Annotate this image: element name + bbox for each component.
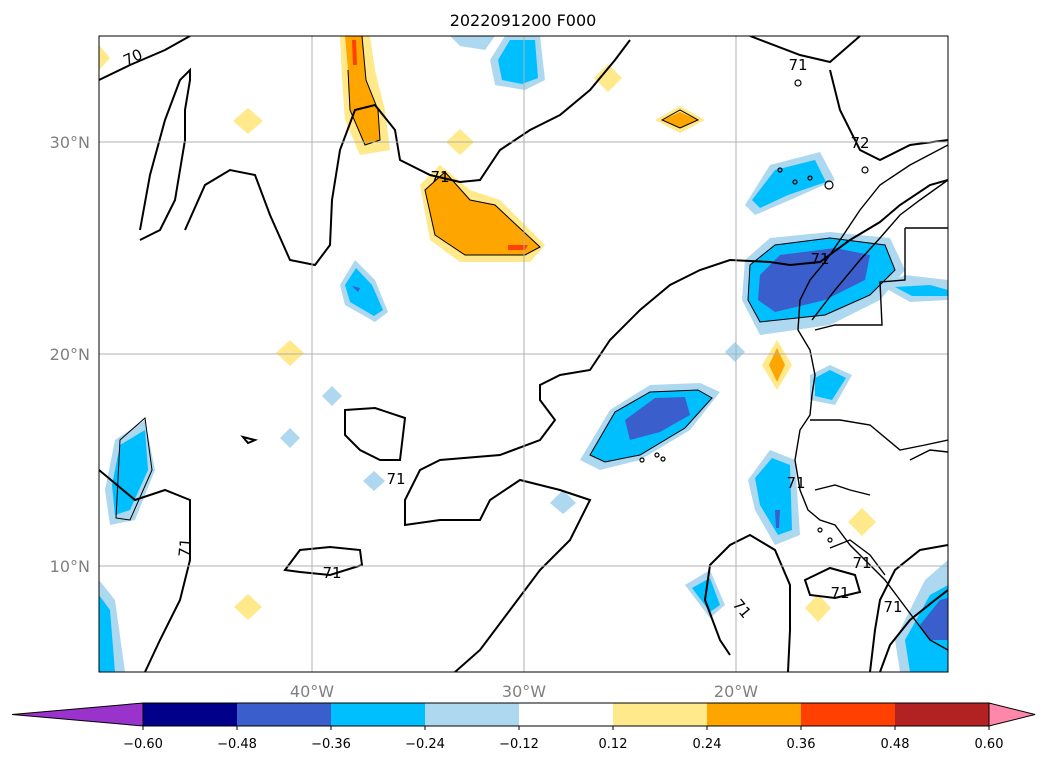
contour-label: 71 bbox=[852, 554, 871, 572]
colorbar-label: 0.36 bbox=[787, 737, 816, 752]
colorbar-extend-low bbox=[12, 703, 143, 726]
colorbar-label: −0.24 bbox=[405, 737, 445, 752]
lon-labels: 40°W 30°W 20°W bbox=[290, 682, 758, 701]
contour-label: 72 bbox=[850, 134, 869, 152]
lon-label-40w: 40°W bbox=[290, 682, 334, 701]
colorbar-label: 0.24 bbox=[693, 737, 722, 752]
map-title: 2022091200 F000 bbox=[450, 11, 597, 30]
colorbar-label: −0.60 bbox=[123, 737, 163, 752]
lat-label-20n: 20°N bbox=[50, 345, 90, 364]
colorbar-extend-high bbox=[989, 703, 1035, 726]
contour-label: 71 bbox=[786, 474, 805, 492]
colorbar-segment bbox=[143, 703, 237, 726]
lat-labels: 30°N 20°N 10°N bbox=[50, 133, 90, 576]
contour-label: 71 bbox=[810, 250, 829, 268]
contour-label: 71 bbox=[430, 168, 449, 186]
colorbar-segment bbox=[519, 703, 613, 726]
colorbar-segment bbox=[895, 703, 989, 726]
contour-label: 71 bbox=[729, 596, 755, 622]
gridlines bbox=[99, 36, 948, 672]
lat-label-10n: 10°N bbox=[50, 557, 90, 576]
lon-label-30w: 30°W bbox=[502, 682, 546, 701]
contour-label: 70 bbox=[120, 45, 145, 69]
colorbar: −0.60 −0.48 −0.36 −0.24 −0.12 0.12 0.24 0.36 0.4… bbox=[12, 703, 1035, 752]
colorbar-label: −0.36 bbox=[311, 737, 351, 752]
map-plot-area: 70 71 71 71 71 71 71 71 71 71 71 71 72 bbox=[99, 36, 948, 672]
colorbar-segment bbox=[613, 703, 707, 726]
colorbar-segment bbox=[801, 703, 895, 726]
colorbar-label: −0.48 bbox=[217, 737, 257, 752]
colorbar-segment bbox=[707, 703, 801, 726]
lon-label-20w: 20°W bbox=[714, 682, 758, 701]
lat-label-30n: 30°N bbox=[50, 133, 90, 152]
colorbar-segment bbox=[331, 703, 425, 726]
colorbar-label: 0.48 bbox=[881, 737, 910, 752]
contour-label: 71 bbox=[883, 598, 902, 616]
contour-label: 71 bbox=[175, 537, 195, 558]
contour-label: 71 bbox=[788, 56, 807, 74]
colorbar-label: 0.60 bbox=[975, 737, 1004, 752]
contour-label: 71 bbox=[386, 470, 405, 488]
colorbar-label: −0.12 bbox=[499, 737, 539, 752]
colorbar-segment bbox=[425, 703, 519, 726]
contour-label: 71 bbox=[322, 564, 341, 582]
contour-label: 71 bbox=[830, 584, 849, 602]
colorbar-segment bbox=[237, 703, 331, 726]
colorbar-label: 0.12 bbox=[599, 737, 628, 752]
